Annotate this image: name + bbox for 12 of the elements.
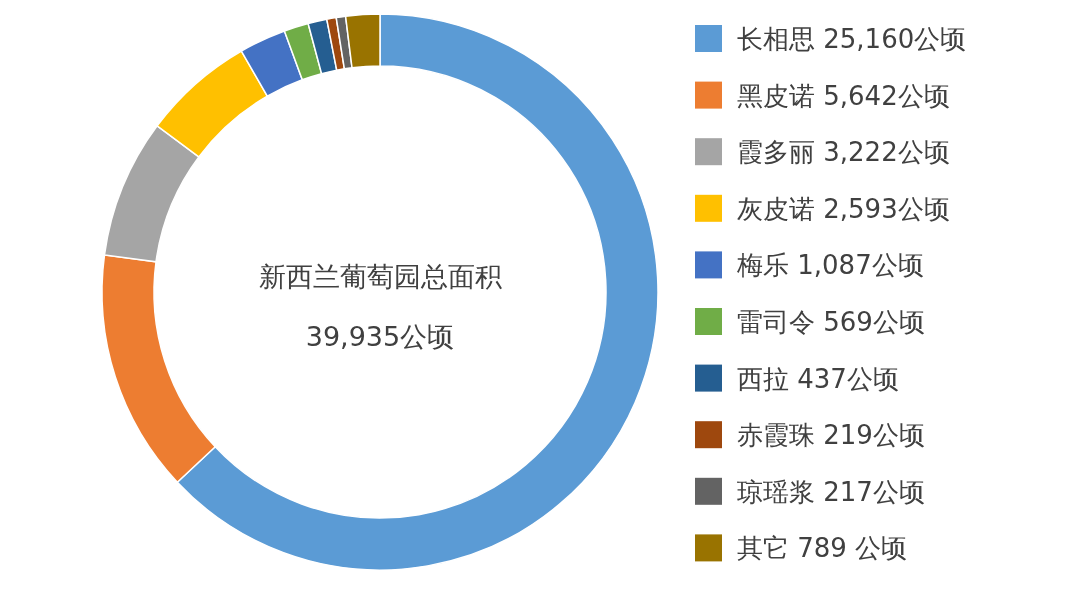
legend-label: 其它 789 公顷	[737, 533, 908, 564]
legend-label: 西拉 437公顷	[737, 363, 899, 394]
text: 新西兰葡萄园总面积	[258, 261, 502, 292]
legend-label: 雷司令 569公顷	[737, 307, 925, 337]
legend-label: 赤霞珠 219公顷	[737, 420, 925, 451]
legend-label: 黑皮诺 5,642公顷	[737, 80, 950, 111]
text: 39,935公顷	[305, 321, 455, 352]
legend-label: 琼瑶浆 217公顷	[737, 476, 925, 507]
legend-label: 梅乐 1,087公顷	[736, 250, 924, 281]
legend-label: 霞多丽 3,222公顷	[737, 137, 950, 168]
legend-label: 灰皮诺 2,593公顷	[737, 193, 950, 224]
legend-label: 长相思 25,160公顷	[737, 24, 967, 54]
